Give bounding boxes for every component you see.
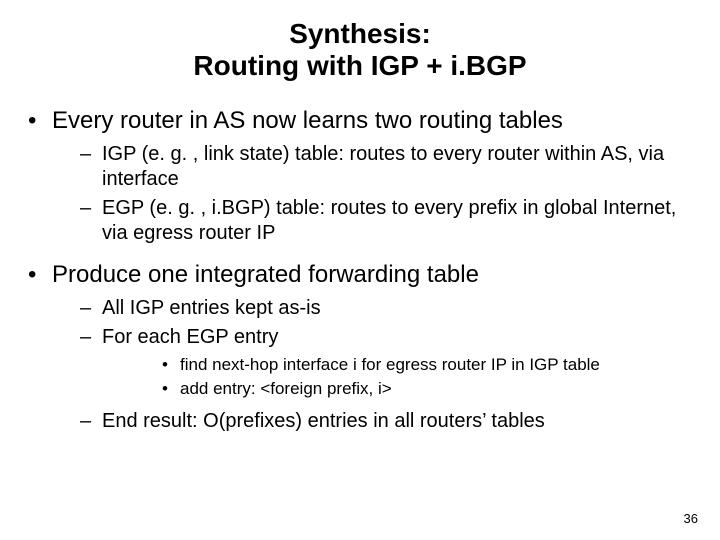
bullet-list: Every router in AS now learns two routin… [24,106,696,433]
bullet-2-2-1-text: find next-hop interface i for egress rou… [180,355,600,374]
bullet-1-text: Every router in AS now learns two routin… [52,107,563,134]
slide-title: Synthesis: Routing with IGP + i.BGP [24,18,696,82]
bullet-2-2-2: add entry: <foreign prefix, i> [102,378,696,400]
bullet-2-3-text: End result: O(prefixes) entries in all r… [102,410,545,432]
bullet-1: Every router in AS now learns two routin… [24,106,696,246]
bullet-1-2: EGP (e. g. , i.BGP) table: routes to eve… [52,196,696,246]
bullet-1-1-text: IGP (e. g. , link state) table: routes t… [102,143,664,190]
bullet-2-text: Produce one integrated forwarding table [52,261,479,288]
slide: Synthesis: Routing with IGP + i.BGP Ever… [0,0,720,540]
bullet-2-2-1: find next-hop interface i for egress rou… [102,354,696,376]
title-line-2: Routing with IGP + i.BGP [24,50,696,82]
bullet-2-2-2-text: add entry: <foreign prefix, i> [180,379,392,398]
bullet-2-3: End result: O(prefixes) entries in all r… [52,409,696,434]
bullet-2-1: All IGP entries kept as-is [52,296,696,321]
bullet-1-1: IGP (e. g. , link state) table: routes t… [52,142,696,192]
bullet-1-sublist: IGP (e. g. , link state) table: routes t… [52,142,696,246]
bullet-2: Produce one integrated forwarding table … [24,260,696,433]
title-line-1: Synthesis: [24,18,696,50]
bullet-2-2: For each EGP entry find next-hop interfa… [52,325,696,400]
page-number: 36 [684,511,698,526]
bullet-2-2-sublist: find next-hop interface i for egress rou… [102,354,696,400]
bullet-2-1-text: All IGP entries kept as-is [102,297,321,319]
bullet-2-sublist: All IGP entries kept as-is For each EGP … [52,296,696,433]
bullet-1-2-text: EGP (e. g. , i.BGP) table: routes to eve… [102,197,676,244]
bullet-2-2-text: For each EGP entry [102,326,278,348]
